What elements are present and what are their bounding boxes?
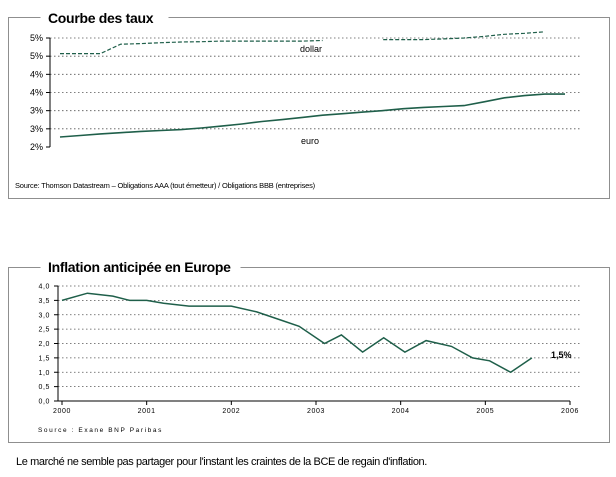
- chart2-y-tick-label: 2,0: [38, 341, 50, 348]
- chart2-x-tick-label: 2005: [476, 408, 494, 415]
- chart1-y-tick-label: 3%: [30, 124, 43, 134]
- chart1-y-tick-label: 2%: [30, 142, 43, 152]
- chart2-x-tick-label: 2001: [138, 408, 156, 415]
- chart1-series-line-1: [59, 93, 565, 138]
- chart2-y-ticks: 4,0 3,5 3,0 2,5 2,0 1,5 1,0 0,5 0,0: [38, 284, 58, 406]
- chart2-y-tick-label: 4,0: [38, 284, 50, 291]
- chart1-y-tick-label: 4%: [30, 69, 43, 79]
- chart2-annotation: 1,5%: [551, 350, 572, 360]
- footer-note: Le marché ne semble pas partager pour l'…: [16, 456, 427, 468]
- chart2-series-line-0: [61, 292, 533, 374]
- chart1-source: Source: Thomson Datastream – Obligations…: [15, 181, 316, 190]
- chart1-title: Courbe des taux: [48, 10, 154, 26]
- chart2-x-tick-label: 2002: [222, 408, 240, 415]
- chart1-y-tick-label: 4%: [30, 88, 43, 98]
- chart2-gridlines: [58, 285, 580, 388]
- chart2-x-tick-label: 2004: [392, 408, 410, 415]
- chart2-title: Inflation anticipée en Europe: [48, 259, 231, 275]
- chart2-y-tick-label: 3,0: [38, 312, 50, 319]
- chart1-label-dollar: dollar: [300, 44, 322, 54]
- chart2-y-tick-label: 1,0: [38, 370, 50, 377]
- chart2-y-tick-label: 0,5: [38, 384, 50, 391]
- chart2-x-tick-label: 2000: [53, 408, 71, 415]
- chart2-y-tick-label: 3,5: [38, 298, 50, 305]
- chart2-y-tick-label: 0,0: [38, 399, 50, 406]
- chart2-y-tick-label: 1,5: [38, 355, 50, 362]
- chart2-series: [61, 292, 533, 374]
- chart1-series-line-0: [60, 31, 545, 55]
- chart1-y-tick-label: 5%: [30, 51, 43, 61]
- chart1-gridlines: [50, 37, 580, 130]
- chart2-frame: [8, 267, 610, 443]
- chart1-series: [59, 31, 565, 138]
- chart2-y-tick-label: 2,5: [38, 327, 50, 334]
- chart1-label-euro: euro: [301, 136, 319, 146]
- chart2-x-ticks: 2000 2001 2002 2003 2004 2005 2006: [53, 401, 579, 415]
- chart2-source: Source : Exane BNP Paribas: [38, 427, 163, 434]
- chart2-x-tick-label: 2006: [561, 408, 579, 415]
- chart1-y-tick-label: 3%: [30, 106, 43, 116]
- chart1-y-tick-label: 5%: [30, 33, 43, 43]
- chart1-frame: [8, 17, 610, 199]
- chart1-y-ticks: 5% 5% 4% 4% 3% 3% 2%: [30, 33, 50, 152]
- chart2-x-tick-label: 2003: [307, 408, 325, 415]
